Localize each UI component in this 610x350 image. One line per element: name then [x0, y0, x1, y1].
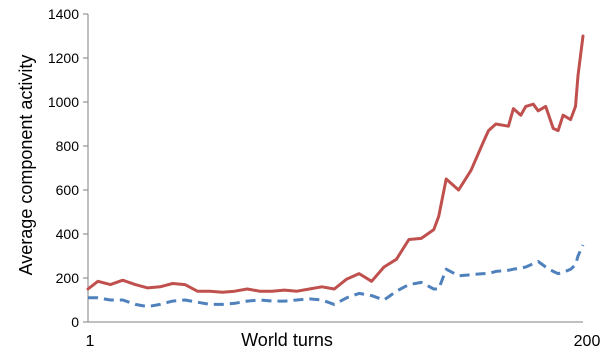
y-tick-label: 1200: [48, 50, 79, 66]
y-tick-label: 1400: [48, 6, 79, 22]
y-axis-title: Average component activity: [16, 55, 36, 276]
series-line-dashed: [88, 244, 585, 309]
y-tick-label: 600: [56, 182, 80, 198]
x-tick-label: 200: [574, 333, 601, 350]
y-tick-label: 0: [71, 314, 79, 330]
x-tick-label: 1: [86, 333, 95, 350]
y-tick-label: 400: [56, 226, 80, 242]
y-tick-label: 1000: [48, 94, 79, 110]
y-tick-label: 200: [56, 270, 80, 286]
x-axis-title: World turns: [241, 330, 333, 350]
y-tick-label: 800: [56, 138, 80, 154]
series-line-solid: [86, 34, 585, 294]
